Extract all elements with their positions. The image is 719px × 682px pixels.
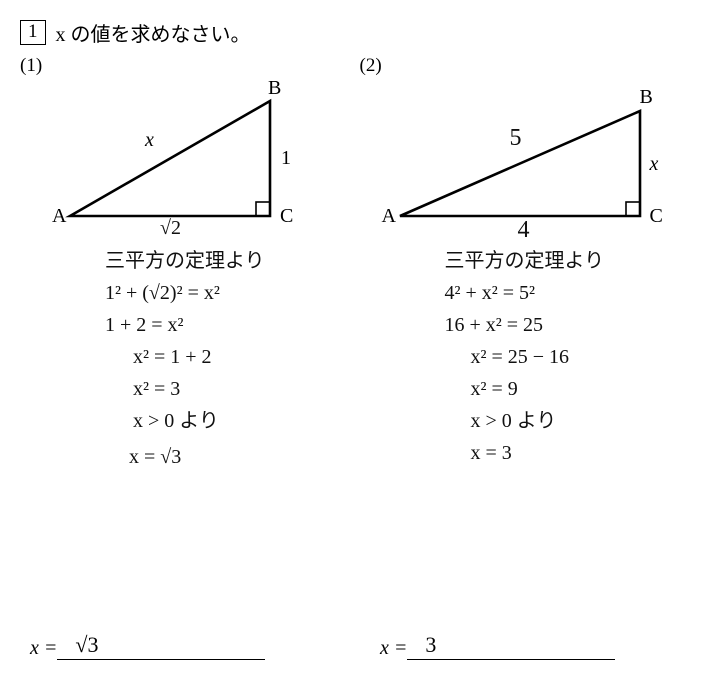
problem-number-box: 1: [20, 20, 46, 45]
answer-value-2: 3: [407, 632, 615, 660]
figure-1: A B C x 1 √2: [50, 81, 310, 241]
work-2-line: x > 0 より: [445, 405, 700, 437]
answer-prefix-1: x =: [30, 637, 57, 660]
part-1: (1) A B C x 1 √2 三平方の定理より 1² + (√2)² = x…: [20, 53, 360, 473]
part-2-label: (2): [360, 55, 700, 77]
vertex-C-1: C: [280, 205, 293, 228]
side-base-2: 4: [518, 217, 530, 244]
problem-prompt: x の値を求めなさい。: [56, 18, 251, 47]
side-base-1: √2: [160, 217, 181, 240]
work-2-line: 4² + x² = 5²: [445, 277, 700, 309]
work-1-line: 三平方の定理より: [105, 245, 360, 277]
triangle-2-svg: [390, 81, 670, 241]
work-1-line: x² = 1 + 2: [105, 341, 360, 373]
vertex-C-2: C: [650, 205, 663, 228]
vertex-B-2: B: [640, 86, 653, 109]
vertex-A-1: A: [52, 205, 66, 228]
part-1-label: (1): [20, 55, 360, 77]
work-2-line: 16 + x² = 25: [445, 309, 700, 341]
columns: (1) A B C x 1 √2 三平方の定理より 1² + (√2)² = x…: [20, 53, 699, 473]
figure-2: A B C 5 x 4: [390, 81, 650, 241]
work-1-line: x² = 3: [105, 373, 360, 405]
problem-header: 1 x の値を求めなさい。: [20, 18, 699, 47]
side-hyp-1: x: [145, 129, 154, 152]
answer-row-1: x = √3: [30, 632, 265, 660]
work-1-line: 1 + 2 = x²: [105, 309, 360, 341]
work-1-line: 1² + (√2)² = x²: [105, 277, 360, 309]
work-2-line: x² = 9: [445, 373, 700, 405]
work-1-line: x > 0 より: [105, 405, 360, 437]
side-vert-1: 1: [281, 147, 291, 170]
work-2: 三平方の定理より 4² + x² = 5² 16 + x² = 25 x² = …: [445, 245, 700, 469]
work-1: 三平方の定理より 1² + (√2)² = x² 1 + 2 = x² x² =…: [105, 245, 360, 473]
work-2-line: x = 3: [445, 437, 700, 469]
answer-row-2: x = 3: [380, 632, 615, 660]
answer-value-1: √3: [57, 632, 265, 660]
side-hyp-2: 5: [510, 125, 522, 152]
work-2-line: 三平方の定理より: [445, 245, 700, 277]
part-2: (2) A B C 5 x 4 三平方の定理より 4² + x² = 5² 16…: [360, 53, 700, 473]
answer-prefix-2: x =: [380, 637, 407, 660]
side-vert-2: x: [650, 153, 659, 176]
vertex-B-1: B: [268, 77, 281, 100]
work-1-line: x = √3: [105, 441, 360, 473]
vertex-A-2: A: [382, 205, 396, 228]
work-2-line: x² = 25 − 16: [445, 341, 700, 373]
